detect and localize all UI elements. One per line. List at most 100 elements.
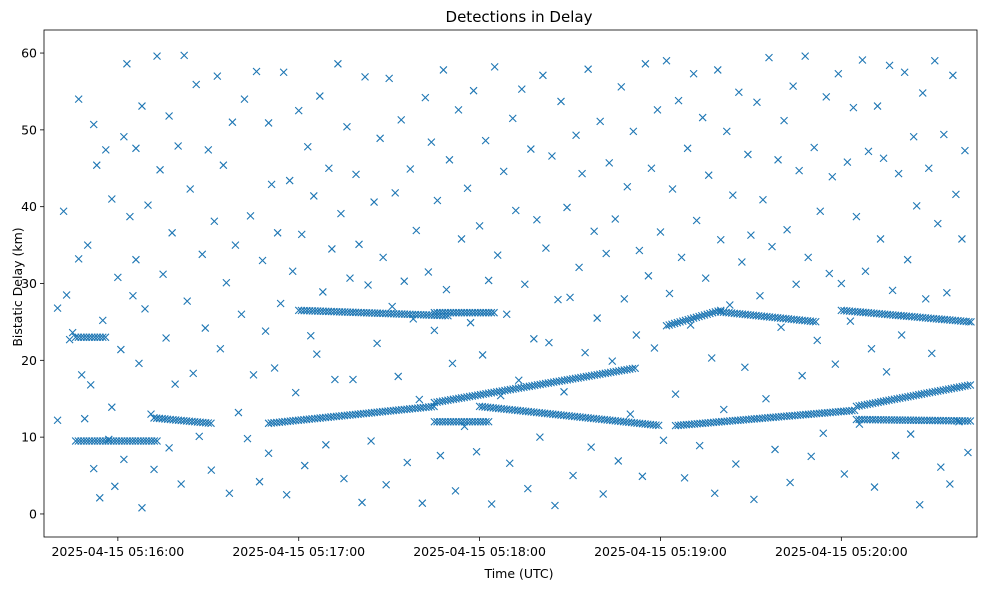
detection-point — [207, 466, 216, 475]
y-tick-label: 30 — [21, 276, 37, 291]
detection-point — [698, 113, 707, 122]
track-point — [150, 437, 159, 445]
detection-point — [870, 483, 879, 491]
detection-point — [388, 302, 397, 311]
detection-point — [783, 225, 791, 234]
detection-point — [644, 271, 653, 280]
detection-point — [939, 130, 948, 139]
detection-point — [204, 145, 213, 154]
detection-point — [264, 119, 273, 127]
detection-point — [722, 127, 731, 136]
detection-point — [466, 318, 475, 327]
detection-point — [581, 348, 589, 357]
detection-point — [59, 207, 68, 216]
detection-point — [837, 279, 846, 288]
detection-point — [635, 246, 644, 255]
detection-point — [542, 244, 550, 253]
track-point — [631, 364, 640, 373]
track-point — [101, 333, 110, 342]
detection-point — [629, 127, 638, 136]
detection-point — [861, 267, 870, 276]
detection-point — [321, 440, 330, 449]
detection-point — [376, 134, 385, 143]
detection-point — [505, 459, 514, 468]
detection-point — [382, 480, 391, 489]
detection-point — [147, 410, 155, 418]
detection-point — [731, 460, 740, 468]
detection-point — [942, 288, 951, 297]
detection-point — [617, 82, 626, 91]
track-point — [487, 308, 496, 317]
y-tick-label: 60 — [21, 46, 37, 61]
detection-point — [195, 432, 204, 441]
detection-point — [424, 268, 433, 276]
detection-point — [110, 482, 119, 491]
detection-point — [689, 69, 698, 78]
detection-point — [297, 230, 306, 239]
y-tick-label: 40 — [21, 199, 37, 214]
track-point — [207, 419, 215, 428]
detection-point — [605, 159, 614, 167]
detection-point — [927, 349, 936, 358]
detection-point — [840, 470, 849, 478]
detection-point — [560, 387, 568, 396]
detection-point — [107, 403, 116, 412]
detection-point — [918, 89, 927, 97]
detection-point — [804, 253, 813, 262]
detection-point — [578, 169, 586, 178]
detection-point — [626, 410, 635, 418]
track-point — [98, 333, 107, 342]
detection-point — [545, 338, 553, 347]
detection-point — [822, 92, 831, 101]
detection-point — [768, 242, 776, 251]
detection-point — [418, 499, 427, 508]
detection-point — [119, 455, 128, 464]
detection-point — [789, 82, 798, 90]
detection-point — [876, 235, 885, 243]
detection-point — [912, 202, 921, 210]
detection-point — [945, 480, 954, 488]
detection-point — [602, 249, 611, 258]
detection-point — [138, 102, 146, 110]
detection-point — [400, 277, 409, 286]
detection-point — [349, 375, 357, 384]
detection-point — [119, 132, 128, 141]
track-point — [963, 417, 972, 425]
detection-point — [858, 56, 867, 64]
detection-point — [964, 448, 972, 457]
detection-point — [819, 429, 828, 438]
detection-point — [210, 217, 219, 226]
detection-point — [864, 147, 873, 156]
detection-point — [352, 170, 360, 179]
detection-point — [952, 190, 960, 199]
detection-point — [511, 206, 520, 215]
detection-point — [95, 493, 104, 502]
track-point — [654, 421, 663, 430]
track-point — [484, 417, 493, 426]
detection-point — [150, 465, 158, 474]
detection-point — [53, 416, 62, 425]
detection-point — [759, 195, 767, 204]
detection-point — [650, 344, 659, 352]
track-point — [966, 417, 975, 425]
detection-point — [921, 294, 930, 303]
detection-point — [318, 288, 327, 296]
detection-point — [180, 51, 189, 60]
detection-point — [89, 464, 98, 473]
detection-point — [849, 103, 858, 112]
detection-point — [469, 86, 478, 95]
x-axis-label: Time (UTC) — [483, 566, 553, 581]
detection-point — [264, 449, 273, 458]
detection-point — [955, 417, 963, 426]
detection-point — [282, 490, 291, 499]
detection-point — [328, 245, 336, 253]
detection-point — [415, 395, 424, 404]
detection-point — [225, 489, 234, 498]
detection-point — [801, 52, 810, 61]
detection-point — [554, 295, 562, 304]
x-tick-label: 2025-04-15 05:17:00 — [232, 544, 365, 559]
detection-point — [852, 212, 861, 221]
detection-point — [433, 196, 442, 205]
detection-point — [737, 258, 746, 266]
detection-point — [557, 97, 565, 106]
